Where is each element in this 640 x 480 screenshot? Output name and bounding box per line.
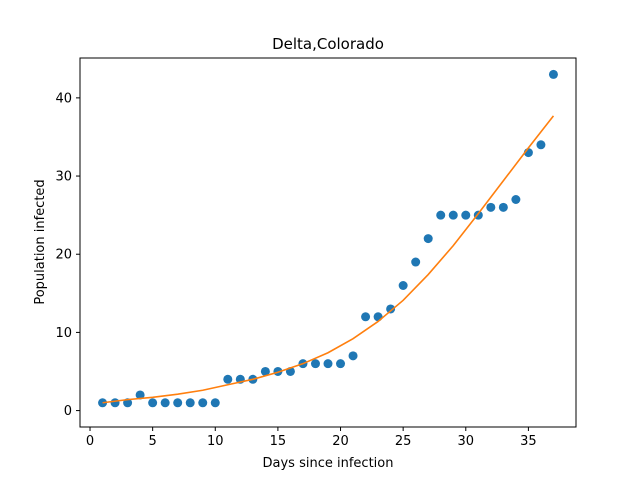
data-point (223, 374, 233, 384)
axis-ticks: 0 5 10 15 20 25 30 35 0 10 20 30 40 (55, 91, 536, 449)
data-point (210, 398, 220, 408)
x-tick-label: 0 (86, 434, 94, 449)
data-point (110, 398, 120, 408)
data-point (511, 195, 521, 205)
axes-frame (79, 57, 577, 428)
x-tick-label: 35 (520, 434, 537, 449)
data-point (461, 210, 471, 220)
y-tick-label: 40 (55, 91, 72, 106)
data-point (198, 398, 208, 408)
y-tick-label: 0 (64, 404, 72, 419)
data-point (486, 202, 496, 212)
data-point (260, 366, 270, 376)
data-point (148, 398, 158, 408)
data-point (323, 359, 333, 369)
data-point (160, 398, 170, 408)
plot-area (98, 69, 558, 408)
chart-title: Delta,Colorado (272, 35, 384, 53)
x-tick-label: 30 (458, 434, 475, 449)
y-axis-label: Population infected (33, 179, 48, 304)
data-point (173, 398, 183, 408)
y-tick-label: 30 (55, 170, 72, 185)
data-point (185, 398, 195, 408)
data-point (361, 312, 371, 322)
data-point (548, 69, 558, 79)
x-tick-label: 25 (395, 434, 412, 449)
data-point (336, 359, 346, 369)
data-point (348, 351, 358, 361)
data-point (536, 140, 546, 150)
data-point (386, 304, 396, 314)
x-axis-label: Days since infection (263, 456, 394, 471)
data-point (423, 234, 433, 244)
data-point (398, 280, 408, 290)
data-point (436, 210, 446, 220)
data-point (98, 398, 108, 408)
x-tick-label: 15 (270, 434, 287, 449)
data-point (135, 390, 145, 400)
data-point (373, 312, 383, 322)
fit-curve-line (102, 115, 555, 404)
data-point (448, 210, 458, 220)
y-tick-label: 20 (55, 248, 72, 263)
y-tick-label: 10 (55, 326, 72, 341)
x-tick-label: 20 (332, 434, 349, 449)
x-tick-label: 10 (207, 434, 224, 449)
data-point (310, 359, 320, 369)
data-point (411, 257, 421, 267)
x-tick-label: 5 (149, 434, 157, 449)
data-point (498, 202, 508, 212)
